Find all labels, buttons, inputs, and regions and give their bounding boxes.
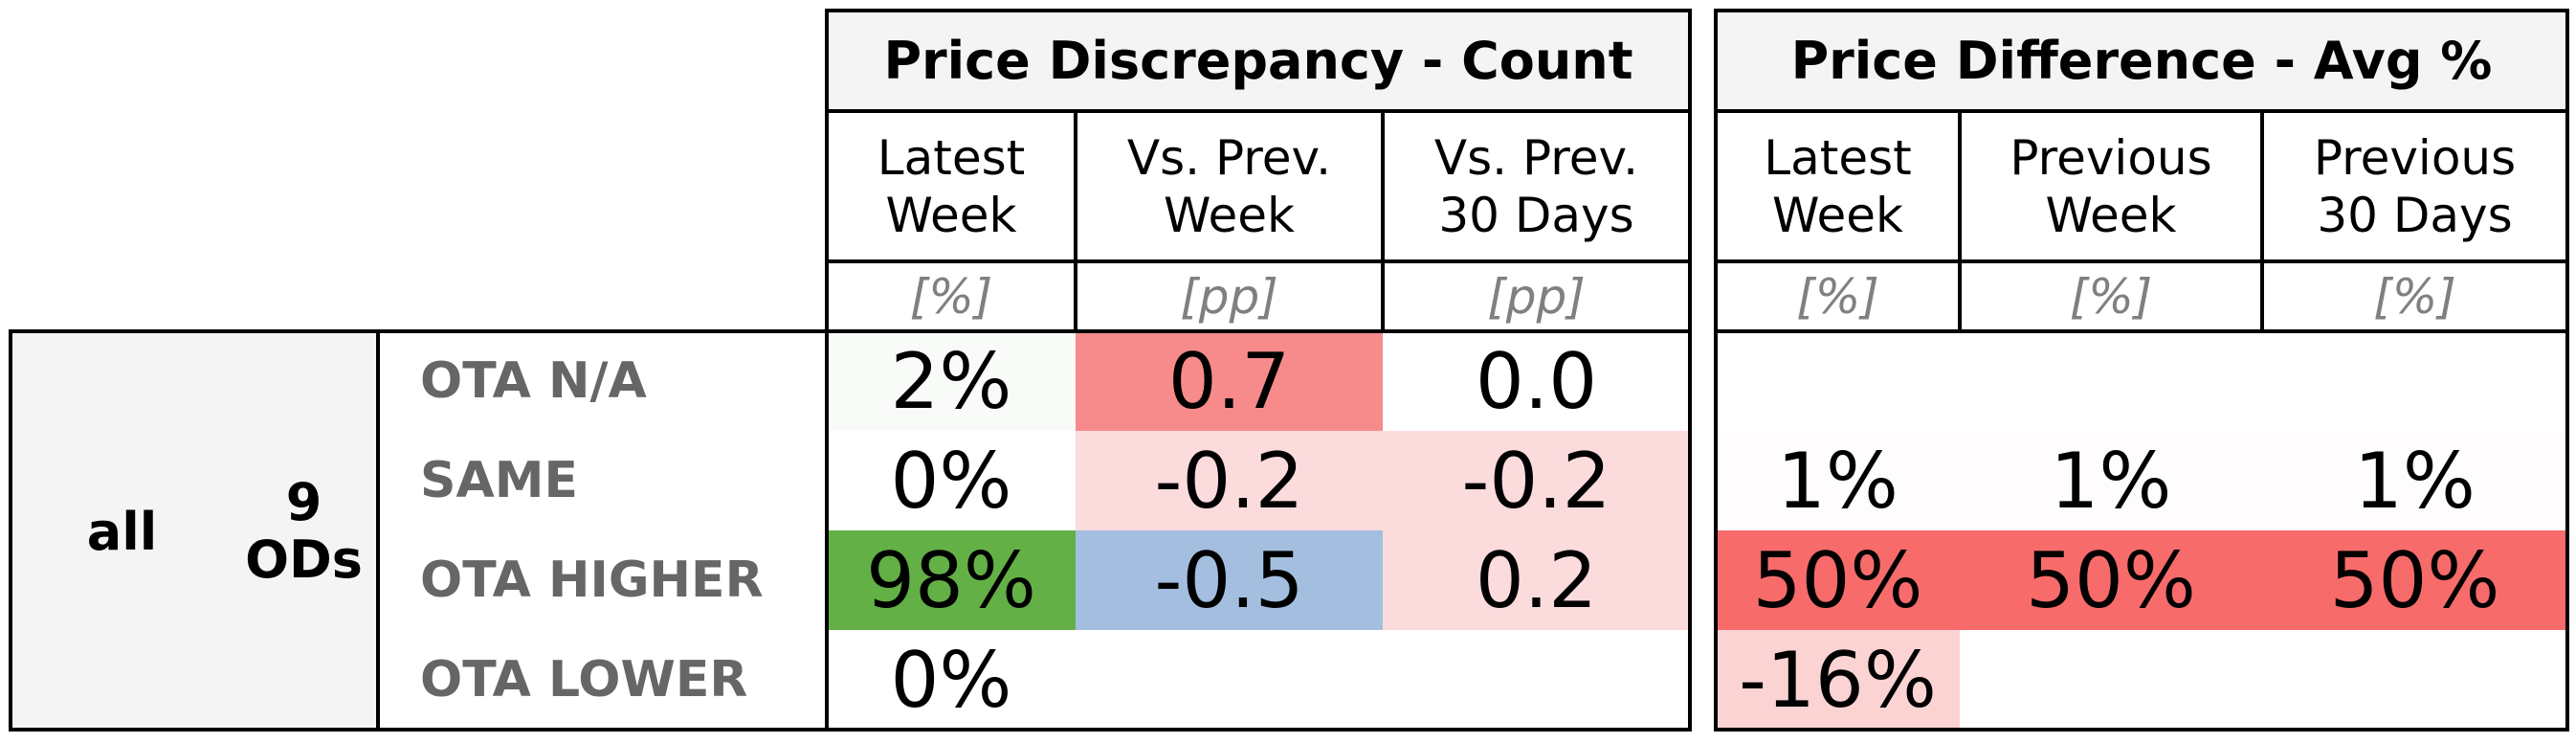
data-cell: -0.2 xyxy=(1076,431,1383,530)
column-divider xyxy=(1381,111,1385,331)
column-header: Vs. Prev. Week xyxy=(1126,129,1332,243)
column-header: Previous Week xyxy=(2010,129,2212,243)
data-cell: 1% xyxy=(1960,431,2262,530)
data-cell: -0.5 xyxy=(1076,530,1383,630)
segment-name: all xyxy=(86,501,158,562)
group-border-bottom xyxy=(827,728,1690,732)
data-cell: 0% xyxy=(827,431,1076,530)
row-label: OTA HIGHER xyxy=(420,552,764,609)
group-border-right xyxy=(1688,9,1692,732)
segment-count: 9 ODs xyxy=(245,472,363,590)
group-border-top xyxy=(1716,9,2567,12)
column-divider xyxy=(2260,111,2264,331)
data-cell: -0.2 xyxy=(1383,431,1690,530)
data-cell: 1% xyxy=(1716,431,1960,530)
group-border-right xyxy=(2565,9,2569,732)
group-border-body-top xyxy=(1716,329,2567,333)
data-cell xyxy=(1076,630,1383,730)
data-cell: 2% xyxy=(827,331,1076,431)
column-unit: [%] xyxy=(2069,268,2153,325)
column-header: Latest Week xyxy=(1764,129,1912,243)
data-cell xyxy=(2262,630,2567,730)
group-border-title xyxy=(1716,109,2567,113)
segment-block xyxy=(11,331,378,730)
row-label: OTA N/A xyxy=(420,352,647,410)
row-label: OTA LOWER xyxy=(420,651,748,709)
column-unit: [%] xyxy=(909,268,993,325)
group-border-bottom xyxy=(1716,728,2567,732)
column-divider xyxy=(1958,111,1962,331)
data-cell: 98% xyxy=(827,530,1076,630)
data-cell: -16% xyxy=(1716,630,1960,730)
column-unit: [%] xyxy=(2373,268,2456,325)
group-border-left xyxy=(825,9,829,732)
column-header: Vs. Prev. 30 Days xyxy=(1433,129,1639,243)
group-title: Price Discrepancy - Count xyxy=(827,11,1690,111)
group-border-body-top xyxy=(827,329,1690,333)
data-cell: 0.0 xyxy=(1383,331,1690,431)
group-border-unit-top xyxy=(1716,259,2567,263)
data-cell: 1% xyxy=(2262,431,2567,530)
data-cell xyxy=(2262,331,2567,431)
group-title: Price Difference - Avg % xyxy=(1716,11,2567,111)
data-cell: 0.7 xyxy=(1076,331,1383,431)
column-unit: [%] xyxy=(1796,268,1879,325)
data-cell: 50% xyxy=(1960,530,2262,630)
data-cell: 50% xyxy=(2262,530,2567,630)
group-border-title xyxy=(827,109,1690,113)
data-cell xyxy=(1960,331,2262,431)
group-border-left xyxy=(1714,9,1718,732)
group-border-top xyxy=(827,9,1690,12)
column-divider xyxy=(1074,111,1077,331)
column-header: Previous 30 Days xyxy=(2313,129,2517,243)
left-border-left xyxy=(9,329,12,732)
left-border-top xyxy=(11,329,827,333)
data-cell xyxy=(1960,630,2262,730)
data-cell: 0.2 xyxy=(1383,530,1690,630)
left-border-bottom xyxy=(11,728,827,732)
row-label: SAME xyxy=(420,452,578,509)
column-header: Latest Week xyxy=(877,129,1026,243)
data-cell: 0% xyxy=(827,630,1076,730)
data-cell xyxy=(1716,331,1960,431)
group-border-unit-top xyxy=(827,259,1690,263)
left-border-divider xyxy=(376,329,380,732)
column-unit: [pp] xyxy=(1180,268,1278,325)
column-unit: [pp] xyxy=(1487,268,1586,325)
data-cell xyxy=(1383,630,1690,730)
data-cell: 50% xyxy=(1716,530,1960,630)
